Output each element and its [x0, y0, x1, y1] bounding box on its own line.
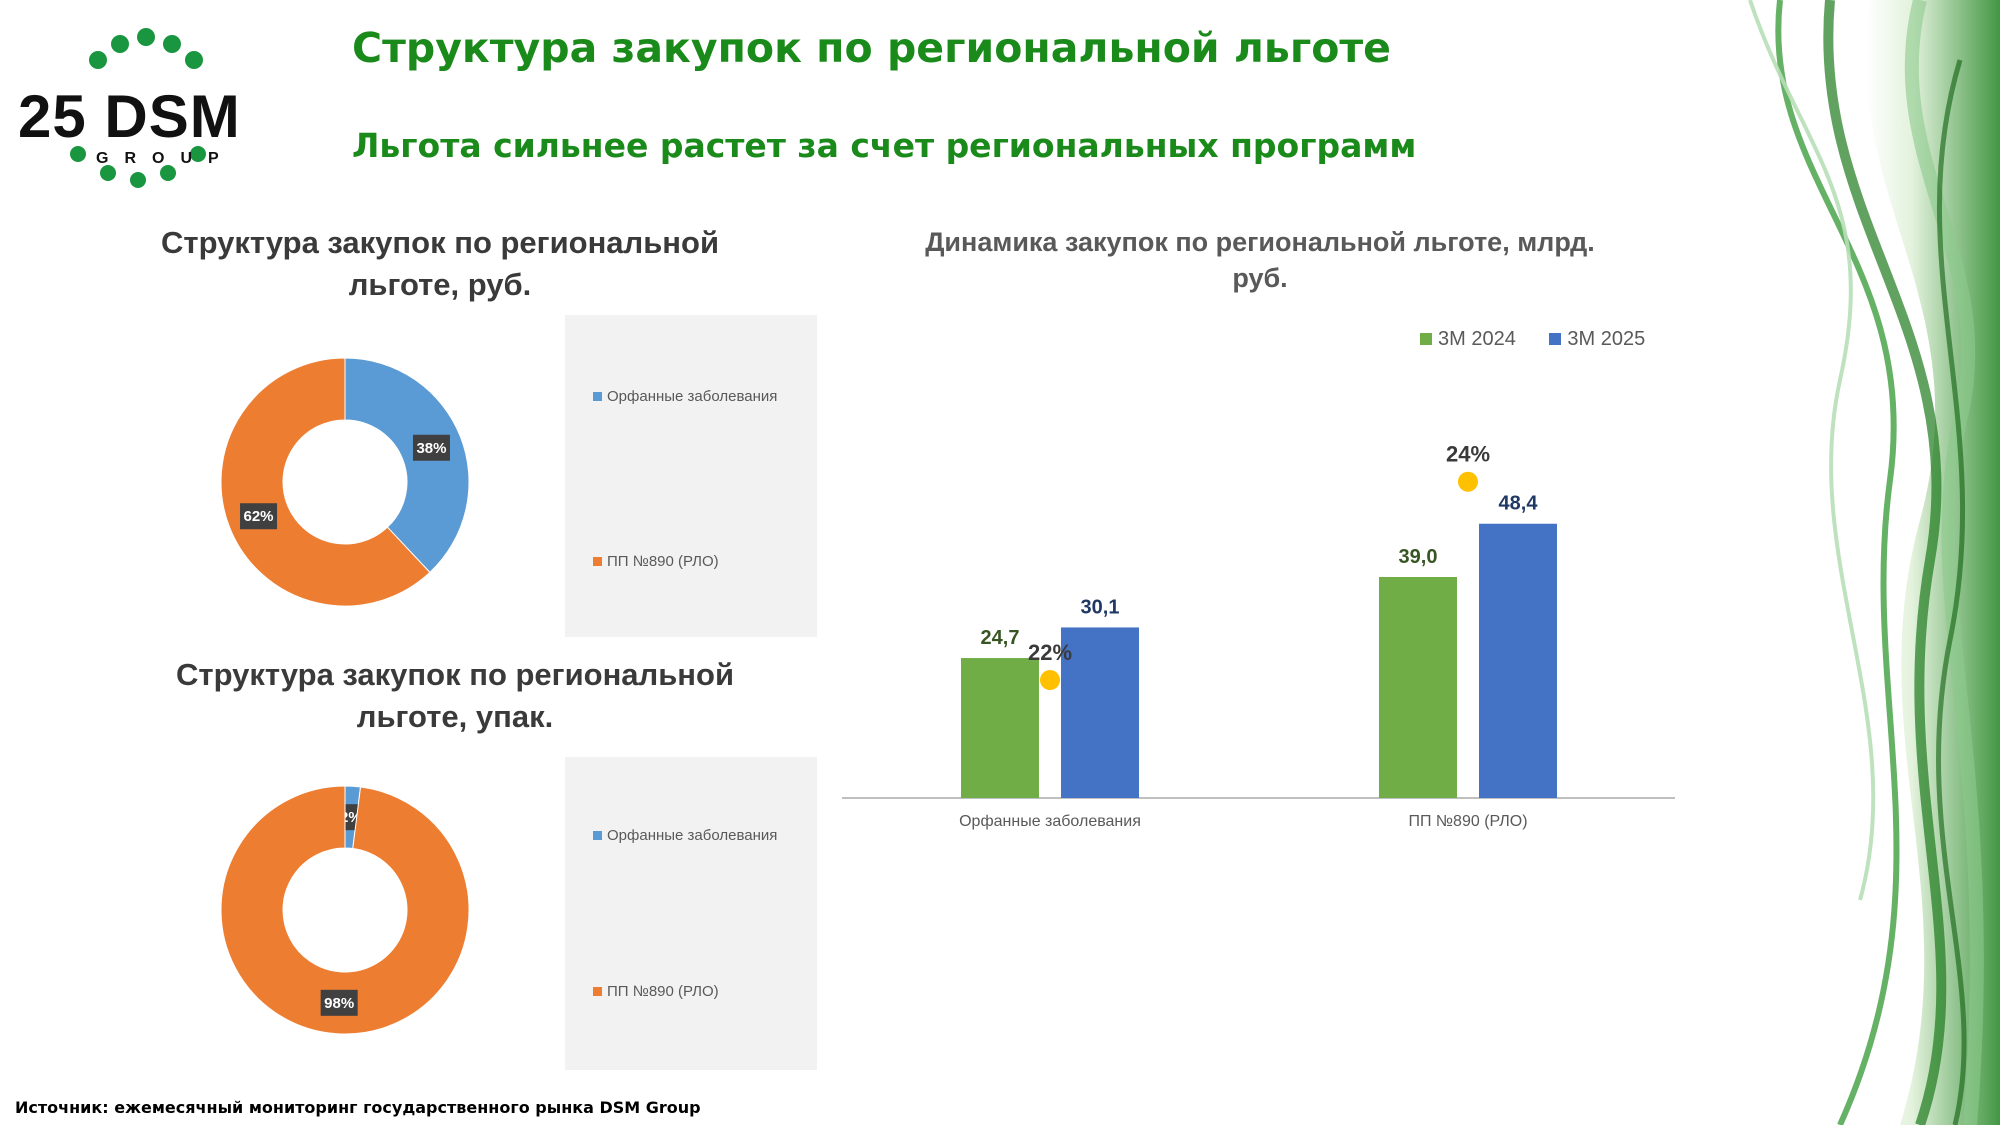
source-note: Источник: ежемесячный мониторинг государ… [15, 1098, 701, 1117]
logo-subtext: GROUP [96, 150, 235, 167]
bar-legend-swatch-2025 [1549, 333, 1562, 345]
pie1-chart-title: Структура закупок по региональной льготе… [150, 222, 730, 306]
pie1-label-box-0 [412, 434, 450, 461]
pie1-legend-item-rlo: ПП №890 (РЛО) [593, 553, 719, 570]
bar-0-1 [1061, 627, 1139, 798]
bar-data-label-1-0: 39,0 [1399, 546, 1438, 568]
decorative-swirl-image [1720, 0, 2000, 1125]
bar-legend-item-2025: 3М 2025 [1549, 328, 1645, 351]
page-subtitle: Льгота сильнее растет за счет региональн… [352, 126, 1417, 165]
bar-category-label-0: Орфанные заболевания [959, 813, 1141, 830]
pie1-data-label-0: 38% [416, 440, 446, 457]
pie1-title-line2: льготе, руб. [348, 266, 532, 302]
bar-title-line1: Динамика закупок по региональной льготе,… [925, 227, 1595, 257]
bar-legend-label-2025: 3М 2025 [1567, 328, 1646, 350]
pie1-legend: Орфанные заболевания ПП №890 (РЛО) [565, 315, 817, 637]
logo-text: 25 DSM [18, 83, 241, 150]
pie1-legend-swatch-rlo [593, 556, 602, 566]
pie2-legend-label-orphan: Орфанные заболевания [607, 827, 778, 844]
pie1-legend-label-rlo: ПП №890 (РЛО) [607, 553, 719, 570]
bar-data-label-0-0: 24,7 [981, 627, 1020, 649]
pie2-legend: Орфанные заболевания ПП №890 (РЛО) [565, 757, 817, 1070]
pie2-data-label-1: 98% [324, 995, 354, 1012]
growth-label-1: 24% [1446, 442, 1490, 467]
bar-legend-label-2024: 3М 2024 [1438, 328, 1516, 350]
growth-label-0: 22% [1028, 640, 1072, 665]
pie1-data-label-1: 62% [244, 508, 274, 525]
bar-data-label-1-1: 48,4 [1499, 493, 1539, 515]
pie1-donut-chart: 38% 62% [220, 357, 470, 607]
bar-0-0 [961, 658, 1039, 798]
page-title: Структура закупок по региональной льготе [352, 24, 1391, 72]
growth-marker-1 [1458, 471, 1478, 492]
bar-chart-title: Динамика закупок по региональной льготе,… [880, 224, 1640, 297]
growth-marker-0 [1040, 670, 1060, 691]
pie2-chart-title: Структура закупок по региональной льготе… [165, 654, 745, 738]
pie2-title-line1: Структура закупок по региональной [176, 657, 734, 692]
pie1-legend-label-orphan: Орфанные заболевания [607, 388, 778, 405]
pie2-legend-label-rlo: ПП №890 (РЛО) [607, 983, 719, 1000]
pie1-slice-0 [344, 357, 470, 574]
company-logo: 25 DSM GROUP [8, 10, 270, 190]
bar-legend-item-2024: 3М 2024 [1420, 328, 1516, 351]
bar-1-1 [1479, 523, 1557, 798]
bar-data-label-0-1: 30,1 [1081, 596, 1120, 618]
pie2-legend-item-orphan: Орфанные заболевания [593, 827, 777, 844]
pie2-donut-chart: 2%98% [220, 785, 470, 1035]
bar-title-line2: руб. [1232, 263, 1288, 294]
pie2-legend-swatch-orphan [593, 830, 602, 840]
pie2-legend-item-rlo: ПП №890 (РЛО) [593, 983, 719, 1000]
pie1-legend-item-orphan: Орфанные заболевания [593, 388, 777, 405]
pie1-legend-swatch-orphan [593, 391, 602, 401]
bar-legend-swatch-2024 [1420, 333, 1432, 345]
bar-category-label-1: ПП №890 (РЛО) [1408, 813, 1527, 830]
pie1-label-box-1 [240, 503, 278, 530]
pie1-slice-1 [220, 357, 431, 607]
bar-chart-legend: 3М 2024 3М 2025 [1420, 328, 1673, 351]
bar-1-0 [1379, 577, 1457, 798]
pie2-title-line2: льготе, упак. [356, 698, 554, 734]
pie2-label-box-1 [320, 989, 358, 1016]
pie2-slice-1 [220, 785, 470, 1035]
pie1-title-line1: Структура закупок по региональной [161, 225, 719, 260]
pie2-legend-swatch-rlo [593, 986, 602, 996]
bar-chart: 24,7 30,1 Орфанные заболевания 22% 39,0 48,4 П… [842, 442, 1675, 830]
